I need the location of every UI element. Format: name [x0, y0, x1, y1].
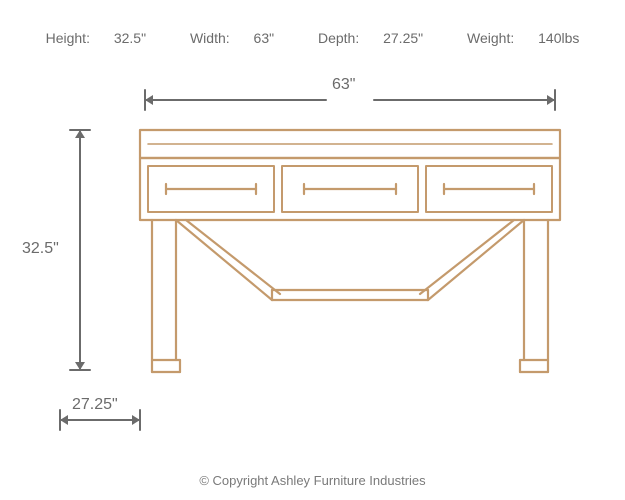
- height-dimension-label: 32.5": [22, 240, 59, 258]
- width-dimension-label: 63": [332, 76, 355, 94]
- diagram-canvas: Height: 32.5" Width: 63" Depth: 27.25" W…: [0, 0, 625, 500]
- depth-dimension-label: 27.25": [72, 396, 118, 414]
- copyright-text: © Copyright Ashley Furniture Industries: [0, 473, 625, 488]
- diagram-svg: [0, 0, 625, 500]
